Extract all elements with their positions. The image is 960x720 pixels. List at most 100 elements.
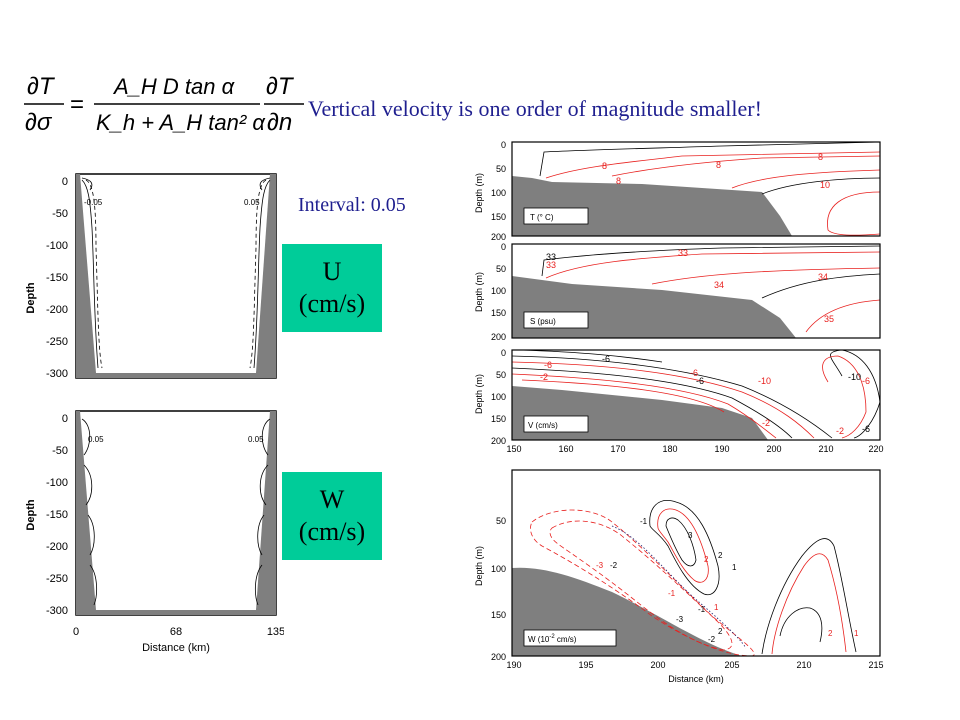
panel-t-legend-box <box>523 207 589 225</box>
panel-w-frame <box>511 469 881 657</box>
panel-s-label: 33 <box>678 248 688 258</box>
panel-t-label: 8 <box>602 161 607 171</box>
panel-s-ylabel: Depth (m) <box>474 272 484 312</box>
panel-t-label: 8 <box>716 160 721 170</box>
u-ytick: -100 <box>46 240 68 252</box>
panel-v-label: -10 <box>758 376 771 386</box>
panel-s-label: 34 <box>818 272 828 282</box>
panel-t-ytick: 0 <box>501 140 506 150</box>
panel-s-label: 34 <box>714 280 724 290</box>
u-ytick: -250 <box>46 336 68 348</box>
w-contour-label: 0.05 <box>88 435 104 444</box>
w-ylabel: Depth <box>25 499 37 530</box>
panel-v-xtick: 220 <box>868 444 883 454</box>
w-badge: W (cm/s) <box>282 472 382 560</box>
panel-s-ytick: 150 <box>491 308 506 318</box>
panel-v-xtick: 210 <box>818 444 833 454</box>
equation: ∂T ∂σ = A_H D tan α K_h + A_H tan² α ∂T … <box>24 73 304 136</box>
panel-t-frame <box>511 141 881 237</box>
panel-t-ytick: 100 <box>491 188 506 198</box>
u-section-plot: Depth 0 -50 -100 -150 -200 -250 -300 -0.… <box>25 173 277 380</box>
w-section-plot: Depth 0 -50 -100 -150 -200 -250 -300 0.0… <box>25 410 284 654</box>
panel-t-ytick: 50 <box>496 164 506 174</box>
panel-v-legend-box <box>523 415 589 433</box>
w-ytick: -100 <box>46 477 68 489</box>
panel-s-ytick: 0 <box>501 242 506 252</box>
w-xtick: 68 <box>170 626 182 638</box>
panel-v-xtick: 180 <box>662 444 677 454</box>
panel-t-ytick: 150 <box>491 212 506 222</box>
panel-t-legend: T (° C) <box>530 213 554 222</box>
panel-t-ytick: 200 <box>491 232 506 242</box>
w-left-slope <box>76 411 96 615</box>
u-badge: U (cm/s) <box>282 244 382 332</box>
w-bottom <box>76 610 276 615</box>
u-ylabel: Depth <box>25 282 37 313</box>
panel-w-ytick: 50 <box>496 516 506 526</box>
w-ytick: -300 <box>46 605 68 617</box>
panel-v-ytick: 150 <box>491 414 506 424</box>
panel-w-legend: W (10-2 cm/s) <box>528 634 577 644</box>
panel-w-xtick: 200 <box>650 660 665 670</box>
panel-v-xtick: 150 <box>506 444 521 454</box>
panel-v: Depth (m) 0 50 100 150 200 -6 -6 -2 -6 -… <box>474 348 884 454</box>
w-ytick: -50 <box>52 445 68 457</box>
panel-w-legend-tail: cm/s) <box>555 635 577 644</box>
panel-v-label: -10 <box>848 372 861 382</box>
panel-w-label: 1 <box>714 603 719 612</box>
panel-v-label: -6 <box>602 354 610 364</box>
panel-v-label: -6 <box>862 424 870 434</box>
panel-w-label: 2 <box>718 551 723 560</box>
u-left-slope <box>76 174 96 378</box>
w-ytick: 0 <box>62 413 68 425</box>
panel-w-xtick: 215 <box>868 660 883 670</box>
w-xtick: 0 <box>73 626 79 638</box>
w-contour-label: 0.05 <box>248 435 264 444</box>
u-ytick: 0 <box>62 176 68 188</box>
panel-v-label: -6 <box>544 360 552 370</box>
eq-equals: = <box>70 91 84 118</box>
panel-t: Depth (m) 0 50 100 150 200 8 8 8 8 10 T … <box>474 140 881 242</box>
panel-v-label: -6 <box>862 376 870 386</box>
right-sections: Depth (m) 0 50 100 150 200 8 8 8 8 10 T … <box>474 140 884 684</box>
w-ytick: -200 <box>46 541 68 553</box>
eq-rhs-num: ∂T <box>266 73 295 100</box>
panel-v-legend: V (cm/s) <box>528 421 558 430</box>
panel-w-label: 2 <box>718 627 723 636</box>
panel-v-label: -2 <box>836 426 844 436</box>
panel-w-label: -3 <box>596 561 604 570</box>
panel-t-label: 8 <box>616 176 621 186</box>
eq-mid-den: K_h + A_H tan² α <box>96 110 266 135</box>
w-badge-line1: W <box>319 485 345 514</box>
headline: Vertical velocity is one order of magnit… <box>308 96 762 121</box>
panel-w-label: -1 <box>698 605 706 614</box>
w-ytick: -150 <box>46 509 68 521</box>
panel-w-label: -3 <box>676 615 684 624</box>
panel-w-xtick: 210 <box>796 660 811 670</box>
panel-v-frame <box>511 349 881 441</box>
u-ytick: -50 <box>52 208 68 220</box>
panel-w-xtick: 190 <box>506 660 521 670</box>
panel-w-label: -1 <box>640 517 648 526</box>
eq-rhs-den: ∂n <box>267 109 292 136</box>
panel-s-label: 33 <box>546 260 556 270</box>
interval-label: Interval: 0.05 <box>298 194 406 216</box>
w-xlabel: Distance (km) <box>142 642 210 654</box>
panel-w-legend-main: W (10 <box>528 635 550 644</box>
panel-w-legend-box <box>523 629 617 647</box>
panel-w-label: 2 <box>704 555 709 564</box>
eq-lhs-den: ∂σ <box>25 109 53 136</box>
panel-v-xtick: 190 <box>714 444 729 454</box>
u-badge-line2: (cm/s) <box>298 289 366 318</box>
w-frame <box>75 410 277 616</box>
panel-w-xtick: 195 <box>578 660 593 670</box>
panel-w-ytick: 100 <box>491 564 506 574</box>
panel-s-ytick: 100 <box>491 286 506 296</box>
panel-w-label: -1 <box>668 589 676 598</box>
panel-s-ytick: 200 <box>491 332 506 342</box>
panel-w-label: 3 <box>688 531 693 540</box>
panel-w-label: 2 <box>828 629 833 638</box>
panel-t-label: 10 <box>820 180 830 190</box>
panel-v-label: -2 <box>540 372 548 382</box>
panel-w: Depth (m) 50 100 150 200 -1 3 2 1 2 -3 -… <box>474 469 884 684</box>
